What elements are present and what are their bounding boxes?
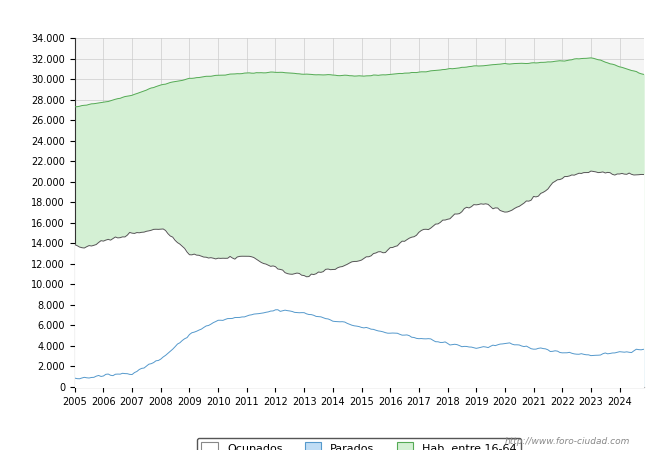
Legend: Ocupados, Parados, Hab. entre 16-64: Ocupados, Parados, Hab. entre 16-64 — [197, 438, 521, 450]
Text: Mairena del Aljarafe - Evolucion de la poblacion en edad de Trabajar Noviembre d: Mairena del Aljarafe - Evolucion de la p… — [20, 12, 630, 25]
Text: http://www.foro-ciudad.com: http://www.foro-ciudad.com — [505, 436, 630, 446]
